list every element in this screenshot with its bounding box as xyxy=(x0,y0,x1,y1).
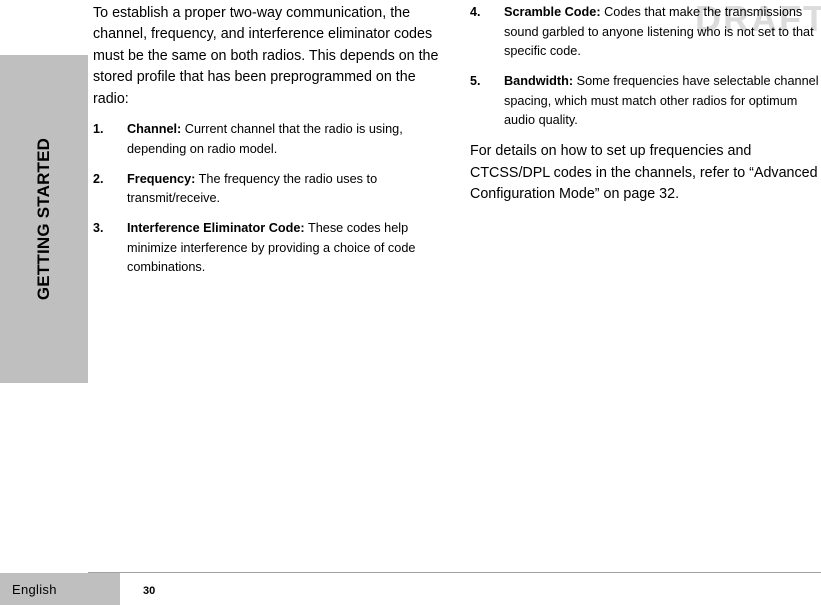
section-title: GETTING STARTED xyxy=(34,138,54,300)
list-number: 5. xyxy=(470,72,504,131)
list-number: 2. xyxy=(93,170,127,209)
footer-divider xyxy=(88,572,821,573)
page-number: 30 xyxy=(143,585,155,597)
list-title: Bandwidth: xyxy=(504,74,573,88)
intro-paragraph: To establish a proper two-way communicat… xyxy=(93,3,446,110)
sidebar: GETTING STARTED xyxy=(0,55,88,383)
list-body: Scramble Code: Codes that make the trans… xyxy=(504,3,821,62)
footer: English xyxy=(0,573,120,605)
list-item: 2. Frequency: The frequency the radio us… xyxy=(93,170,446,209)
list-number: 3. xyxy=(93,219,127,278)
list-title: Channel: xyxy=(127,122,181,136)
list-title: Frequency: xyxy=(127,172,195,186)
language-label: English xyxy=(12,582,57,597)
list-number: 4. xyxy=(470,3,504,62)
list-body: Frequency: The frequency the radio uses … xyxy=(127,170,446,209)
page: DRAFT GETTING STARTED To establish a pro… xyxy=(0,0,821,605)
list-item: 1. Channel: Current channel that the rad… xyxy=(93,120,446,159)
list-item: 3. Interference Eliminator Code: These c… xyxy=(93,219,446,278)
list-title: Interference Eliminator Code: xyxy=(127,221,305,235)
closing-paragraph: For details on how to set up frequencies… xyxy=(470,141,821,205)
list-number: 1. xyxy=(93,120,127,159)
list-body: Interference Eliminator Code: These code… xyxy=(127,219,446,278)
content-area: To establish a proper two-way communicat… xyxy=(93,3,821,393)
list-body: Channel: Current channel that the radio … xyxy=(127,120,446,159)
right-column: 4. Scramble Code: Codes that make the tr… xyxy=(470,3,821,393)
list-body: Bandwidth: Some frequencies have selecta… xyxy=(504,72,821,131)
list-title: Scramble Code: xyxy=(504,5,601,19)
list-item: 5. Bandwidth: Some frequencies have sele… xyxy=(470,72,821,131)
list-item: 4. Scramble Code: Codes that make the tr… xyxy=(470,3,821,62)
left-column: To establish a proper two-way communicat… xyxy=(93,3,446,393)
